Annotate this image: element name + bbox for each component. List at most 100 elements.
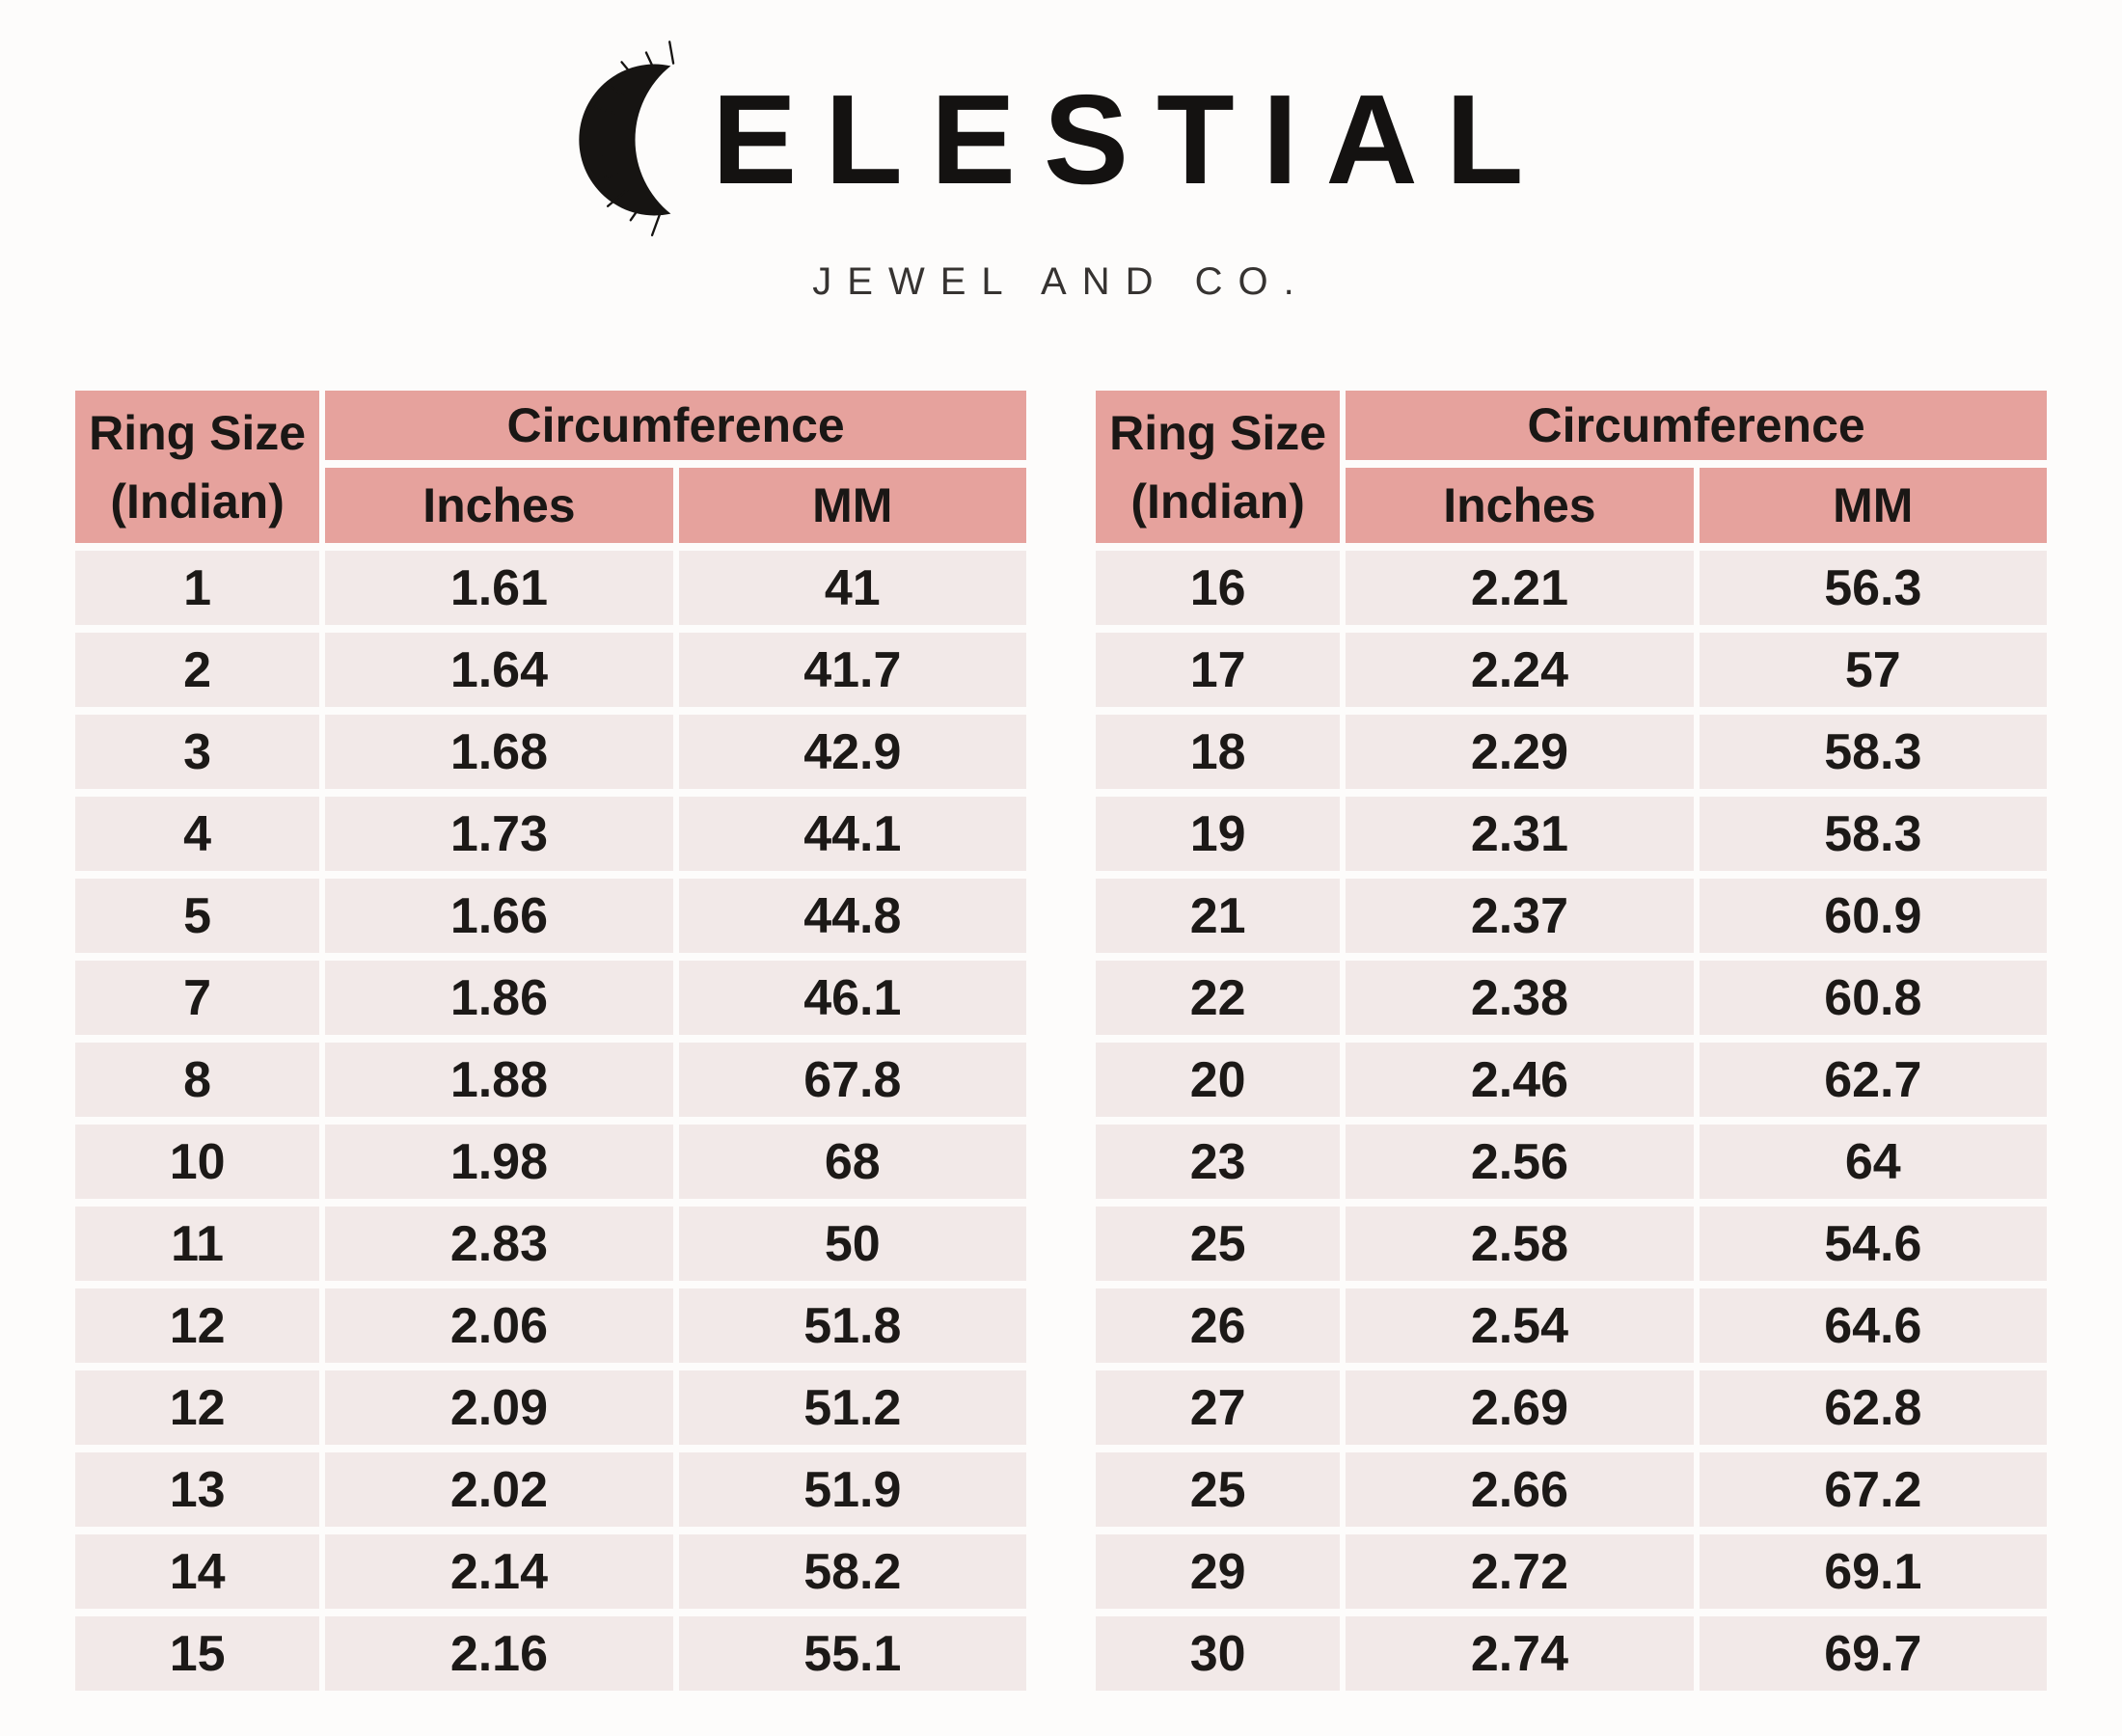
table-cell: 1.66 xyxy=(325,879,673,953)
table-row: 25 2.58 54.6 xyxy=(1096,1207,2047,1281)
table-row: 19 2.31 58.3 xyxy=(1096,797,2047,871)
crescent-sun-icon xyxy=(571,37,709,243)
table-cell: 16 xyxy=(1096,551,1341,625)
table-cell: 60.9 xyxy=(1699,879,2047,953)
table-row: 18 2.29 58.3 xyxy=(1096,715,2047,789)
table-cell: 12 xyxy=(75,1370,320,1445)
table-cell: 10 xyxy=(75,1125,320,1199)
table-cell: 15 xyxy=(75,1616,320,1691)
table-row: 23 2.56 64 xyxy=(1096,1125,2047,1199)
table-cell: 18 xyxy=(1096,715,1341,789)
table-cell: 58.2 xyxy=(678,1534,1026,1609)
table-cell: 54.6 xyxy=(1699,1207,2047,1281)
table-cell: 11 xyxy=(75,1207,320,1281)
table-cell: 1.86 xyxy=(325,961,673,1035)
table-row: 3 1.68 42.9 xyxy=(75,715,1026,789)
table-cell: 51.2 xyxy=(678,1370,1026,1445)
header-ring-size: Ring Size (Indian) xyxy=(75,391,320,543)
table-cell: 21 xyxy=(1096,879,1341,953)
table-cell: 51.9 xyxy=(678,1452,1026,1527)
table-cell: 62.8 xyxy=(1699,1370,2047,1445)
table-row: 29 2.72 69.1 xyxy=(1096,1534,2047,1609)
table-cell: 2.56 xyxy=(1346,1125,1694,1199)
table-row: 27 2.69 62.8 xyxy=(1096,1370,2047,1445)
header-inches: Inches xyxy=(325,468,673,543)
table-cell: 25 xyxy=(1096,1207,1341,1281)
table-cell: 3 xyxy=(75,715,320,789)
table-row: 26 2.54 64.6 xyxy=(1096,1288,2047,1363)
table-cell: 2.16 xyxy=(325,1616,673,1691)
table-cell: 17 xyxy=(1096,633,1341,707)
table-cell: 58.3 xyxy=(1699,715,2047,789)
table-cell: 27 xyxy=(1096,1370,1341,1445)
table-row: 15 2.16 55.1 xyxy=(75,1616,1026,1691)
table-row: 21 2.37 60.9 xyxy=(1096,879,2047,953)
table-cell: 1.68 xyxy=(325,715,673,789)
table-cell: 5 xyxy=(75,879,320,953)
table-cell: 1.73 xyxy=(325,797,673,871)
header-circumference: Circumference xyxy=(1346,391,2047,460)
table-row: 5 1.66 44.8 xyxy=(75,879,1026,953)
table-body: 1 1.61 41 2 1.64 41.7 3 1.68 42.9 4 1.73 44.1 5 1.66 4… xyxy=(75,551,1026,1691)
table-row: 12 2.06 51.8 xyxy=(75,1288,1026,1363)
table-cell: 2.66 xyxy=(1346,1452,1694,1527)
table-cell: 22 xyxy=(1096,961,1341,1035)
table-cell: 2.37 xyxy=(1346,879,1694,953)
table-cell: 26 xyxy=(1096,1288,1341,1363)
table-header: Ring Size (Indian) Circumference Inches … xyxy=(1096,391,2047,543)
size-table-right: Ring Size (Indian) Circumference Inches … xyxy=(1096,391,2047,1691)
table-cell: 57 xyxy=(1699,633,2047,707)
header-ring-size-line2: (Indian) xyxy=(110,474,285,529)
table-cell: 44.1 xyxy=(678,797,1026,871)
table-row: 13 2.02 51.9 xyxy=(75,1452,1026,1527)
header-mm: MM xyxy=(678,468,1026,543)
header-mm: MM xyxy=(1699,468,2047,543)
table-cell: 2.74 xyxy=(1346,1616,1694,1691)
table-row: 1 1.61 41 xyxy=(75,551,1026,625)
table-row: 17 2.24 57 xyxy=(1096,633,2047,707)
table-cell: 2.21 xyxy=(1346,551,1694,625)
brand-name: ELESTIAL xyxy=(712,68,1552,210)
table-cell: 64.6 xyxy=(1699,1288,2047,1363)
table-body: 16 2.21 56.3 17 2.24 57 18 2.29 58.3 19 2.31 58.3 21… xyxy=(1096,551,2047,1691)
table-cell: 46.1 xyxy=(678,961,1026,1035)
table-cell: 1 xyxy=(75,551,320,625)
table-cell: 41.7 xyxy=(678,633,1026,707)
table-cell: 30 xyxy=(1096,1616,1341,1691)
table-cell: 19 xyxy=(1096,797,1341,871)
table-cell: 44.8 xyxy=(678,879,1026,953)
brand-logo: ELESTIAL JEWEL AND CO. xyxy=(0,0,2122,304)
table-cell: 2.46 xyxy=(1346,1043,1694,1117)
table-row: 25 2.66 67.2 xyxy=(1096,1452,2047,1527)
size-chart: Ring Size (Indian) Circumference Inches … xyxy=(0,391,2122,1691)
table-row: 4 1.73 44.1 xyxy=(75,797,1026,871)
table-cell: 60.8 xyxy=(1699,961,2047,1035)
table-cell: 2.58 xyxy=(1346,1207,1694,1281)
table-row: 30 2.74 69.7 xyxy=(1096,1616,2047,1691)
table-row: 22 2.38 60.8 xyxy=(1096,961,2047,1035)
table-row: 16 2.21 56.3 xyxy=(1096,551,2047,625)
table-cell: 41 xyxy=(678,551,1026,625)
table-cell: 13 xyxy=(75,1452,320,1527)
table-cell: 51.8 xyxy=(678,1288,1026,1363)
table-cell: 69.1 xyxy=(1699,1534,2047,1609)
table-cell: 62.7 xyxy=(1699,1043,2047,1117)
table-header: Ring Size (Indian) Circumference Inches … xyxy=(75,391,1026,543)
table-cell: 55.1 xyxy=(678,1616,1026,1691)
table-cell: 2.02 xyxy=(325,1452,673,1527)
header-ring-size-line1: Ring Size xyxy=(89,405,307,460)
table-cell: 2.24 xyxy=(1346,633,1694,707)
table-cell: 64 xyxy=(1699,1125,2047,1199)
header-ring-size-line2: (Indian) xyxy=(1130,474,1305,529)
table-cell: 25 xyxy=(1096,1452,1341,1527)
table-cell: 2 xyxy=(75,633,320,707)
table-cell: 2.38 xyxy=(1346,961,1694,1035)
table-cell: 2.29 xyxy=(1346,715,1694,789)
table-cell: 58.3 xyxy=(1699,797,2047,871)
table-row: 20 2.46 62.7 xyxy=(1096,1043,2047,1117)
table-row: 2 1.64 41.7 xyxy=(75,633,1026,707)
size-table-left: Ring Size (Indian) Circumference Inches … xyxy=(75,391,1026,1691)
table-cell: 8 xyxy=(75,1043,320,1117)
table-cell: 2.31 xyxy=(1346,797,1694,871)
